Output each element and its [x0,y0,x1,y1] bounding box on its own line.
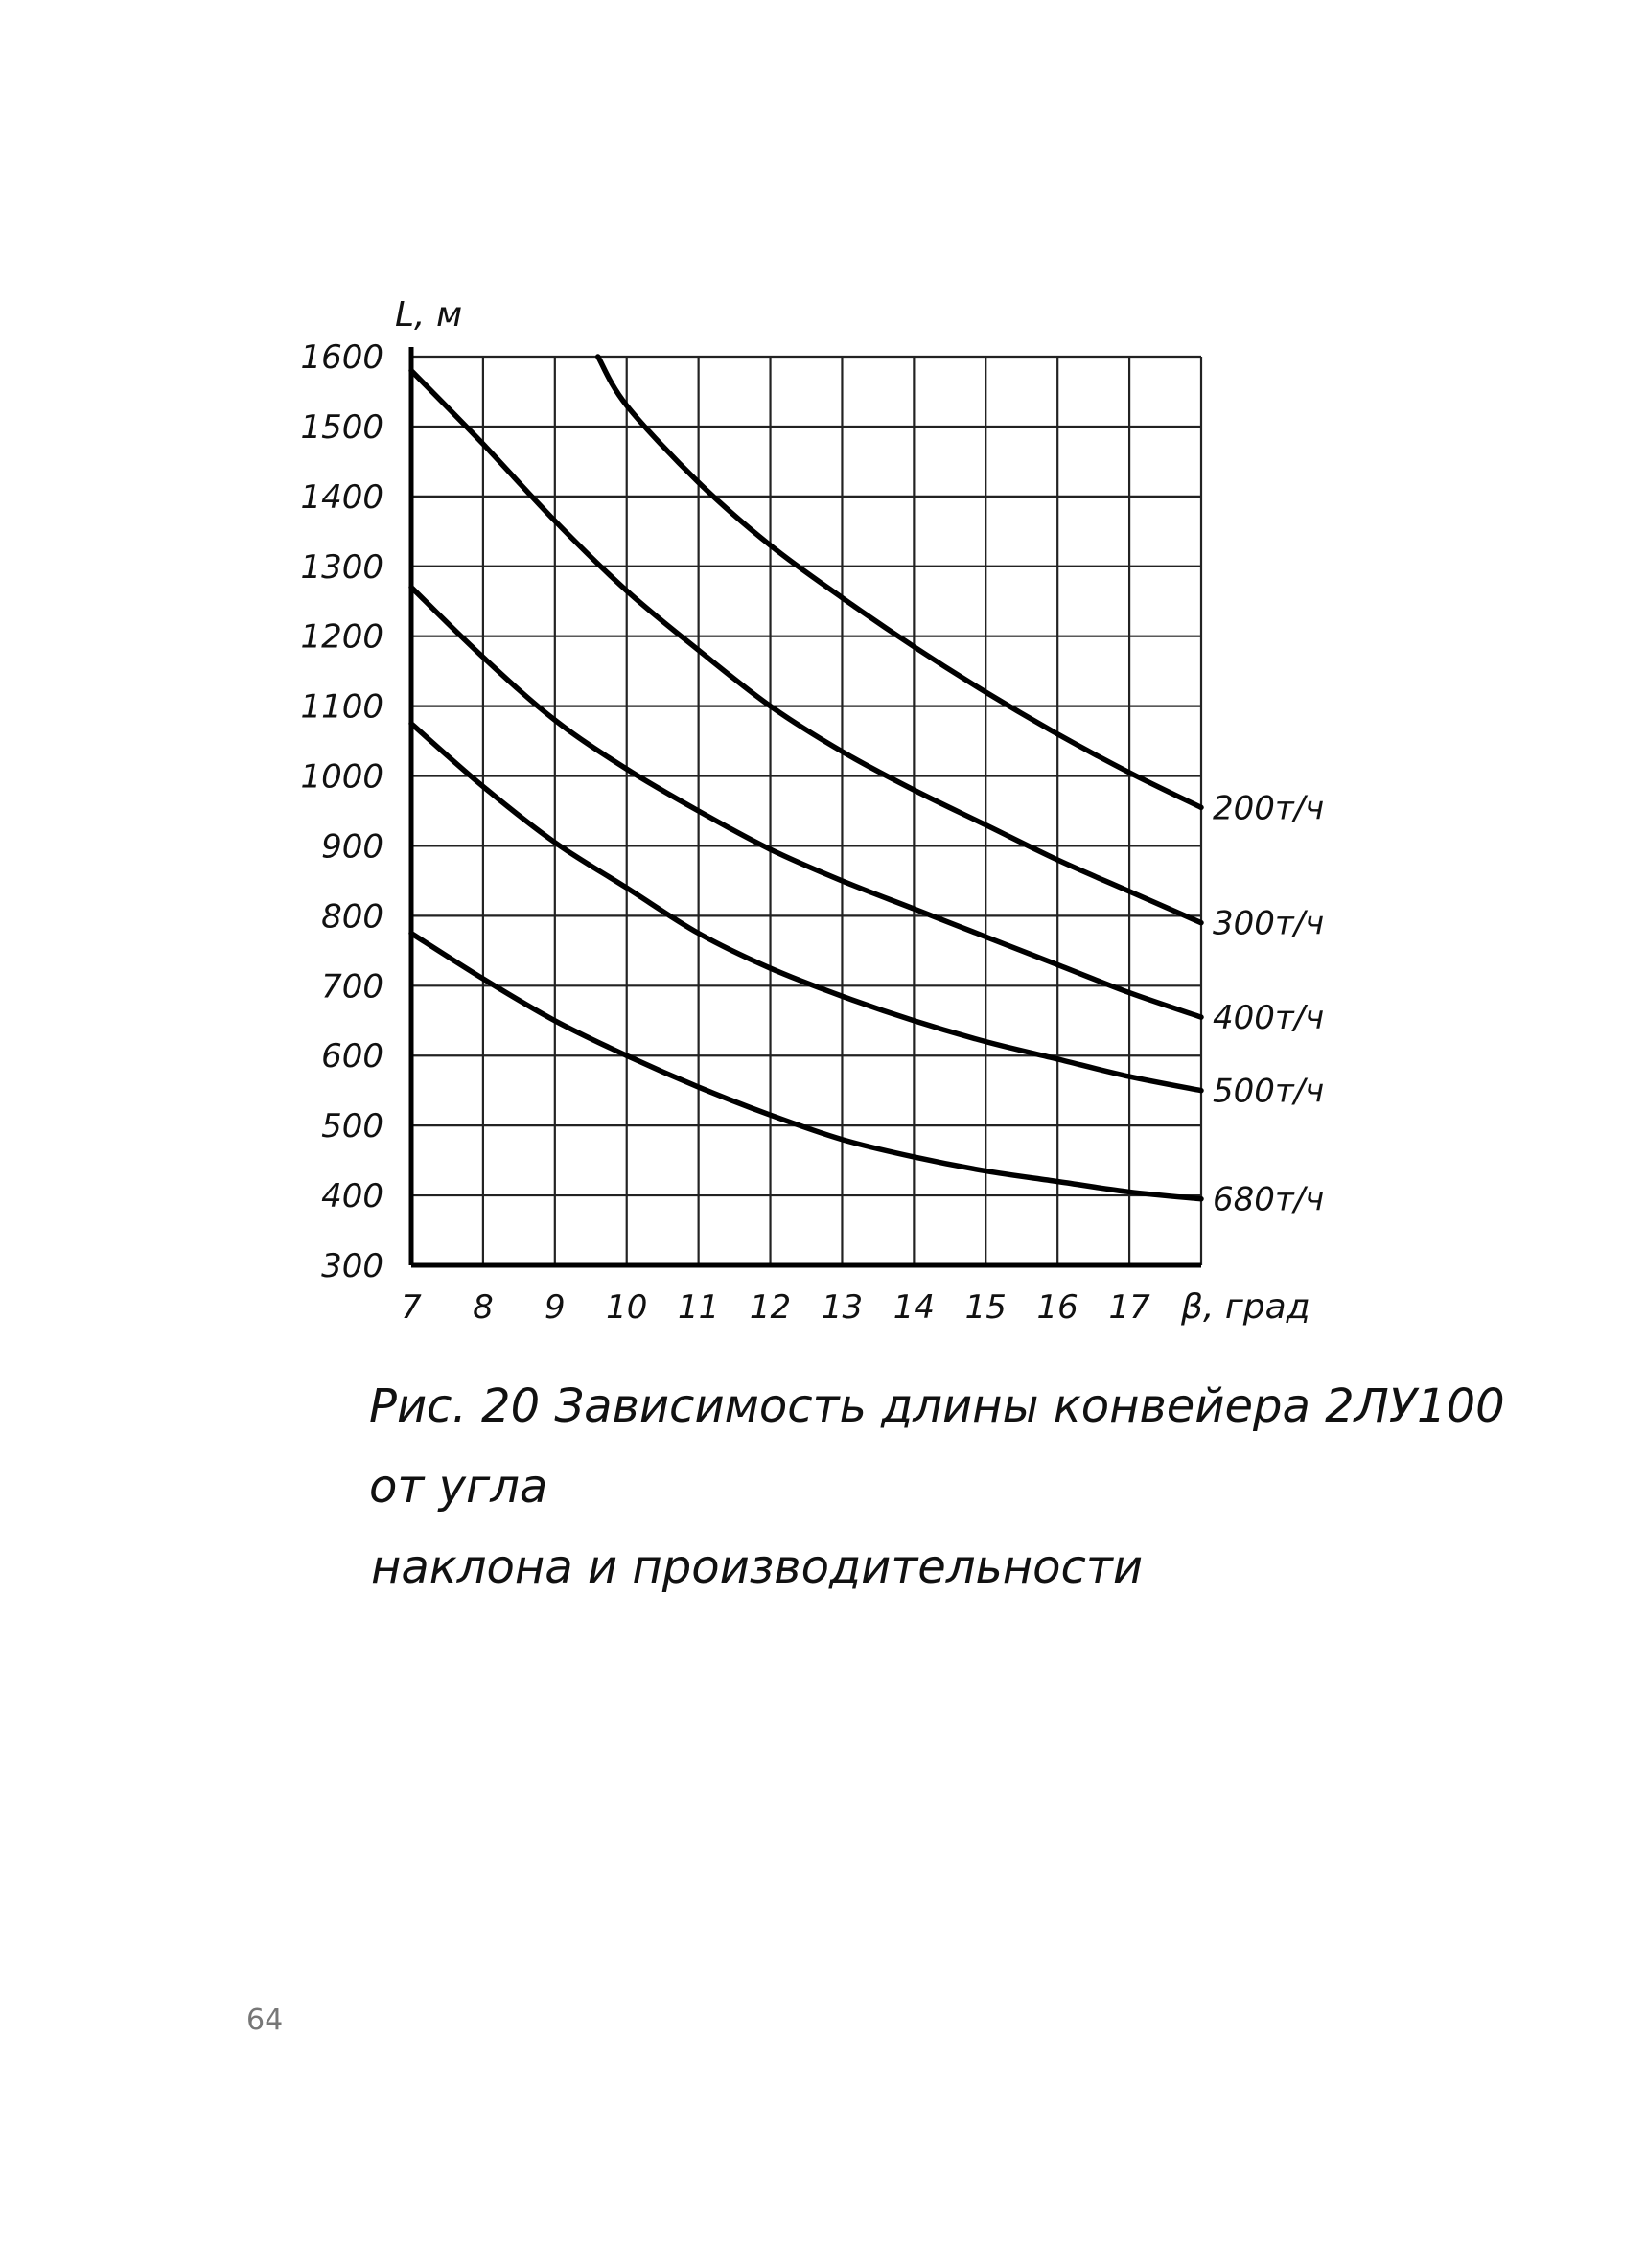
x-tick-label: 10 [606,1288,647,1327]
series-labels: 200т/ч 300т/ч 400т/ч 500т/ч 680т/ч [1213,789,1324,1218]
x-axis-title: β, град [1180,1287,1310,1327]
y-tick-label: 400 [321,1177,383,1215]
x-tick-label: 12 [750,1288,791,1327]
y-tick-label: 600 [321,1037,383,1076]
series-line [595,354,1204,811]
y-tick-label: 1100 [300,688,383,727]
y-axis-title: L, м [395,295,462,335]
figure-caption: Рис. 20 Зависимость длины конвейера 2ЛУ1… [369,1366,1558,1608]
series-line [408,721,1204,1094]
y-tick-label: 1500 [300,408,383,447]
y-tick-label: 500 [321,1107,383,1146]
series-label: 200т/ч [1213,789,1324,827]
series-line [408,584,1204,1020]
series-line [408,367,1204,926]
x-tick-label: 8 [473,1288,494,1327]
series-label: 500т/ч [1213,1073,1324,1111]
series-label: 400т/ч [1213,999,1324,1037]
x-tick-label: 15 [965,1288,1007,1327]
y-tick-label: 1200 [300,618,383,657]
series-group [408,354,1204,1202]
series-label: 300т/ч [1213,905,1324,943]
x-tick-label: 9 [545,1288,566,1327]
axes [408,347,1201,1268]
y-tick-label: 1400 [300,478,383,517]
x-tick-label: 7 [401,1288,422,1327]
y-tick-label: 700 [321,967,383,1006]
y-tick-label: 900 [321,827,383,866]
x-tick-label: 11 [678,1288,719,1327]
y-tick-label: 300 [321,1247,383,1285]
x-tick-label: 14 [893,1288,935,1327]
series-line [408,930,1204,1202]
x-tick-label: 16 [1037,1288,1078,1327]
y-tick-label: 1300 [300,548,383,587]
page-number: 64 [246,2003,284,2037]
caption-line-1: Рис. 20 Зависимость длины конвейера 2ЛУ1… [369,1379,1505,1514]
y-tick-label: 1600 [300,338,383,377]
y-tick-label: 1000 [300,758,383,797]
x-tick-label: 17 [1108,1288,1150,1327]
series-label: 680т/ч [1213,1181,1324,1219]
tick-labels: 300 400 500 600 700 800 900 1000 1100 1200 1300 140… [300,338,1150,1327]
y-tick-label: 800 [321,897,383,936]
x-tick-label: 13 [822,1288,863,1327]
caption-line-2: наклона и производительности [371,1540,1144,1594]
